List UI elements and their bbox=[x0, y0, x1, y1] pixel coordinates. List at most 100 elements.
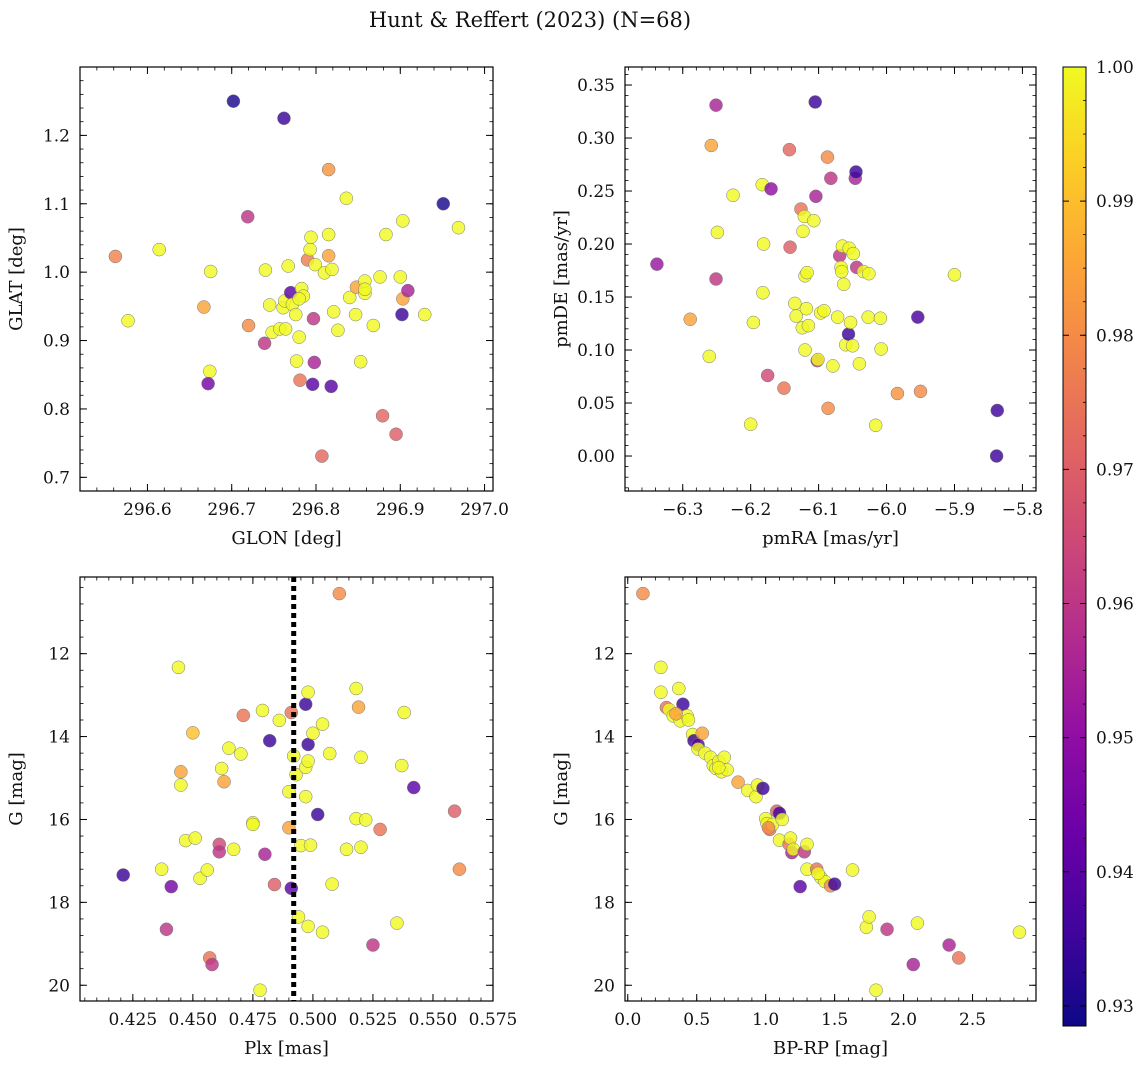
x-tick-label: −5.8 bbox=[1002, 500, 1043, 520]
scatter-point bbox=[702, 349, 716, 364]
y-tick-label: 14 bbox=[593, 728, 615, 748]
scatter-point bbox=[807, 213, 821, 228]
scatter-point bbox=[289, 354, 304, 368]
colorbar-tick-label: 0.98 bbox=[1096, 326, 1134, 346]
scatter-point bbox=[281, 259, 295, 273]
y-tick-label: 0.30 bbox=[577, 129, 615, 149]
scatter-point bbox=[246, 817, 260, 832]
plot-frame bbox=[79, 576, 494, 1002]
scatter-point bbox=[272, 713, 287, 728]
scatter-point bbox=[315, 717, 330, 731]
scatter-point bbox=[849, 165, 863, 179]
scatter-point bbox=[947, 268, 962, 282]
colorbar: 0.93 0.94 0.95 0.96 0.97 0.98 0.99 1.00 bbox=[1062, 58, 1134, 1027]
x-tick-label: −6.3 bbox=[662, 500, 703, 520]
y-tick-label: 0.15 bbox=[577, 288, 615, 308]
x-tick-label: 296.6 bbox=[123, 500, 172, 520]
panel-plx-g: 0.425 0.450 0.475 0.500 0.525 0.550 0.575 12 14 1… bbox=[6, 576, 517, 1059]
x-tick-label: 0.475 bbox=[229, 1010, 278, 1030]
scatter-point bbox=[366, 318, 381, 333]
scatter-point bbox=[159, 922, 174, 937]
scatter-point bbox=[820, 150, 835, 164]
y-tick-label: 1.2 bbox=[43, 126, 70, 146]
scatter-point bbox=[301, 919, 315, 934]
colorbar-gradient bbox=[1062, 66, 1087, 1027]
scatter-point bbox=[789, 309, 803, 323]
y-tick-label: 12 bbox=[593, 645, 615, 665]
panel-glon-glat: 296.6 296.7 296.8 296.9 297.0 0.7 0.8 0.9 1.0 1.1… bbox=[6, 66, 509, 549]
scatter-point bbox=[710, 225, 725, 240]
scatter-point bbox=[709, 272, 723, 286]
colorbar-tick-label: 0.99 bbox=[1096, 192, 1134, 212]
scatter-point bbox=[303, 242, 317, 257]
y-tick-label: 16 bbox=[593, 810, 615, 830]
scatter-point bbox=[826, 359, 840, 373]
scatter-point bbox=[358, 813, 373, 827]
scatter-point bbox=[764, 182, 778, 196]
y-axis-label: GLAT [deg] bbox=[6, 227, 27, 331]
scatter-point bbox=[452, 862, 467, 876]
scatter-point bbox=[451, 220, 466, 235]
x-axis-label: BP-RP [mag] bbox=[773, 1038, 888, 1059]
scatter-point bbox=[354, 840, 368, 854]
scatter-point bbox=[255, 703, 270, 718]
y-tick-label: 0.10 bbox=[577, 341, 615, 361]
scatter-point bbox=[395, 307, 409, 322]
scatter-point bbox=[798, 343, 812, 357]
scatter-point bbox=[869, 983, 883, 997]
scatter-point bbox=[197, 300, 211, 314]
scatter-point bbox=[226, 842, 241, 857]
scatter-point bbox=[830, 310, 845, 324]
scatter-point bbox=[952, 951, 966, 965]
scatter-point bbox=[186, 726, 200, 740]
scatter-point bbox=[845, 863, 860, 877]
figure-title: Hunt & Reffert (2023) (N=68) bbox=[369, 8, 691, 32]
x-tick-label: −6.0 bbox=[866, 500, 907, 520]
scatter-point bbox=[241, 318, 256, 333]
scatter-point bbox=[226, 94, 241, 108]
scatter-point bbox=[351, 700, 366, 714]
scatter-point bbox=[874, 342, 888, 356]
scatter-point bbox=[989, 449, 1004, 463]
scatter-point bbox=[325, 262, 339, 277]
scatter-point bbox=[298, 789, 313, 804]
scatter-point bbox=[808, 95, 822, 109]
scatter-point bbox=[205, 957, 219, 972]
x-axis-label: pmRA [mas/yr] bbox=[762, 528, 899, 549]
scatter-point bbox=[800, 265, 814, 280]
colorbar-tick-label: 1.00 bbox=[1096, 58, 1134, 78]
scatter-point bbox=[712, 760, 726, 775]
scatter-point bbox=[342, 290, 357, 305]
scatter-point bbox=[203, 264, 218, 279]
scatter-point bbox=[267, 877, 282, 892]
scatter-point bbox=[324, 379, 338, 394]
scatter-point bbox=[315, 925, 330, 939]
scatter-point bbox=[761, 821, 776, 835]
scatter-point bbox=[636, 586, 650, 601]
x-axis-label: GLON [deg] bbox=[231, 528, 341, 549]
x-tick-label: 0.500 bbox=[289, 1010, 338, 1030]
scatter-point bbox=[756, 781, 770, 796]
scatter-point bbox=[301, 754, 315, 768]
scatter-point bbox=[777, 381, 791, 395]
scatter-point bbox=[278, 322, 293, 336]
panel-bprp-g: 0.0 0.5 1.0 1.5 2.0 2.5 12 14 16 18 20 BP-RP [mag] G… bbox=[551, 576, 1037, 1059]
scatter-point bbox=[811, 866, 825, 881]
scatter-point bbox=[650, 257, 664, 271]
y-tick-label: 0.8 bbox=[43, 400, 70, 420]
y-tick-label: 20 bbox=[593, 976, 615, 996]
plot-frame bbox=[624, 576, 1037, 1002]
scatter-point bbox=[436, 197, 451, 211]
scatter-point bbox=[990, 403, 1005, 418]
scatter-point bbox=[303, 838, 318, 852]
y-tick-label: 20 bbox=[48, 976, 70, 996]
scatter-point bbox=[353, 354, 368, 369]
scatter-point bbox=[843, 315, 858, 330]
scatter-point bbox=[783, 831, 798, 845]
scatter-point bbox=[348, 307, 363, 322]
colorbar-tick-label: 0.97 bbox=[1096, 460, 1134, 480]
x-tick-label: 1.5 bbox=[821, 1010, 848, 1030]
scatter-point bbox=[873, 311, 888, 325]
plot-frame bbox=[624, 66, 1037, 492]
x-tick-label: 0.525 bbox=[349, 1010, 398, 1030]
